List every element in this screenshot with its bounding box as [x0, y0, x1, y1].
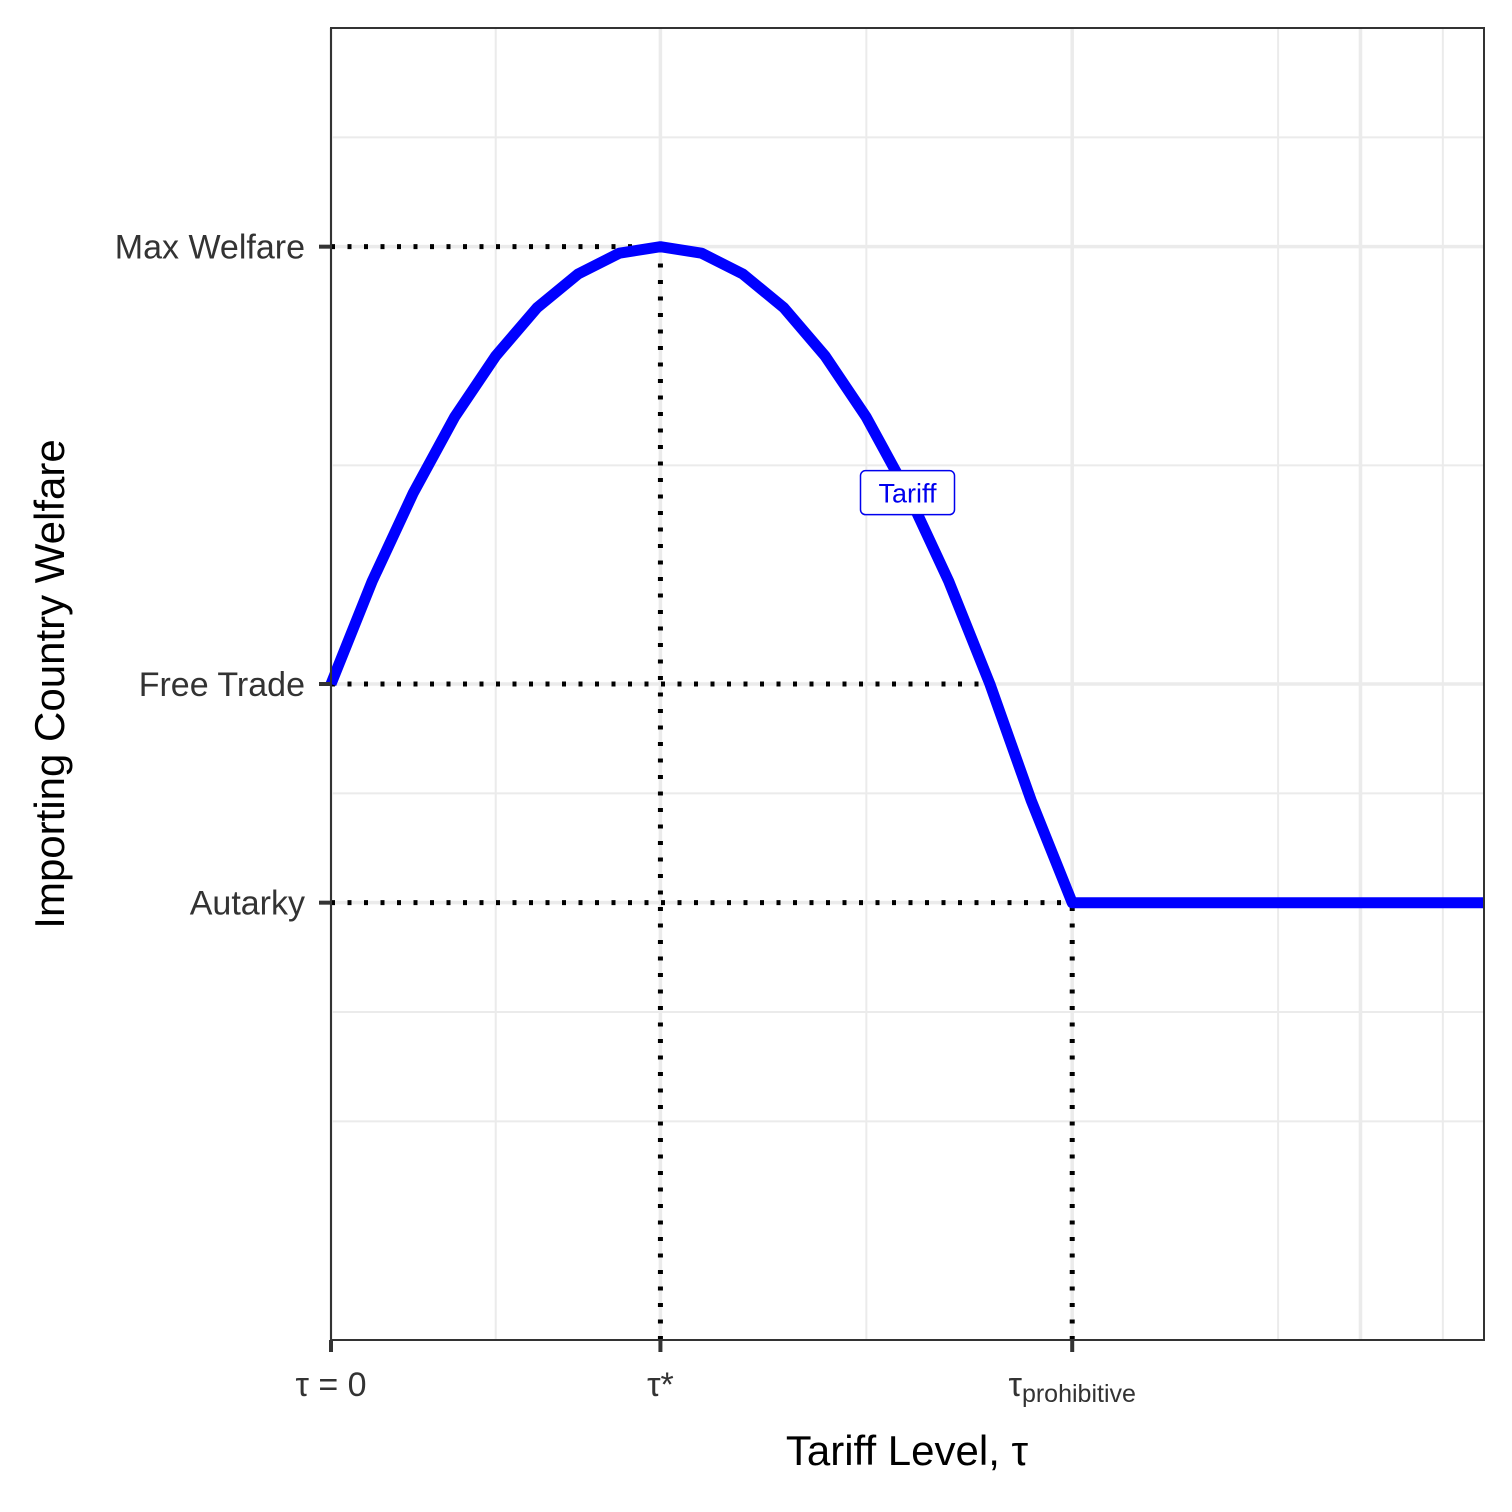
y-tick-label: Autarky — [190, 885, 305, 923]
annotations-layer: Tariff — [859, 469, 956, 516]
reference-lines — [331, 244, 1075, 1340]
x-tick-label: τprohibitive — [1009, 1366, 1136, 1408]
series-line-tariff — [325, 241, 1484, 909]
x-tick-label: τ = 0 — [295, 1366, 366, 1404]
y-tick-label: Max Welfare — [115, 229, 305, 267]
x-axis-title: Tariff Level, τ — [786, 1427, 1029, 1474]
y-axis: Autarky Free Trade Max Welfare — [115, 229, 331, 923]
series-label-tariff: Tariff — [878, 479, 937, 509]
x-tick-label: τ* — [647, 1366, 674, 1404]
series-layer — [325, 241, 1484, 909]
y-axis-title: Importing Country Welfare — [26, 439, 73, 928]
x-axis: τ = 0 τ* τprohibitive — [295, 1340, 1136, 1408]
series-label-box — [859, 469, 956, 516]
y-tick-label: Free Trade — [139, 666, 305, 704]
